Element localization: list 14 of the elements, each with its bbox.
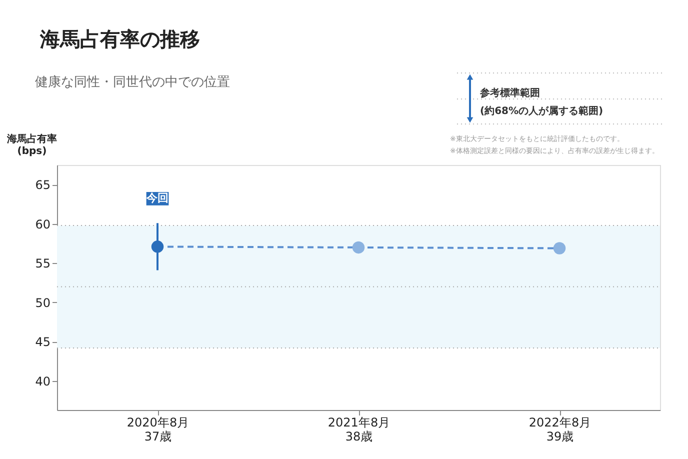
y-tick-label: 40 xyxy=(35,374,50,388)
annotation: 今回 xyxy=(146,192,168,205)
x-tick-label: 2020年8月 37歳 xyxy=(126,416,190,444)
x-tick-label: 2021年8月 38歳 xyxy=(328,416,390,444)
y-tick-label: 55 xyxy=(35,256,50,271)
chart-title: 海馬占有率の推移 xyxy=(39,27,200,51)
x-tick-label: 2022年8月 39歳 xyxy=(528,416,592,444)
chart-subtitle: 健康な同性・同世代の中での位置 xyxy=(35,75,230,90)
y-tick-label: 65 xyxy=(35,178,50,192)
y-tick-label: 60 xyxy=(35,217,50,232)
y-tick-label: 50 xyxy=(35,296,50,310)
y-axis-title: 海馬占有率 (bps) xyxy=(6,133,57,157)
text: 参考標準範囲 (約68%の人が属する範囲) xyxy=(479,87,604,117)
y-tick-label: 45 xyxy=(35,335,50,350)
